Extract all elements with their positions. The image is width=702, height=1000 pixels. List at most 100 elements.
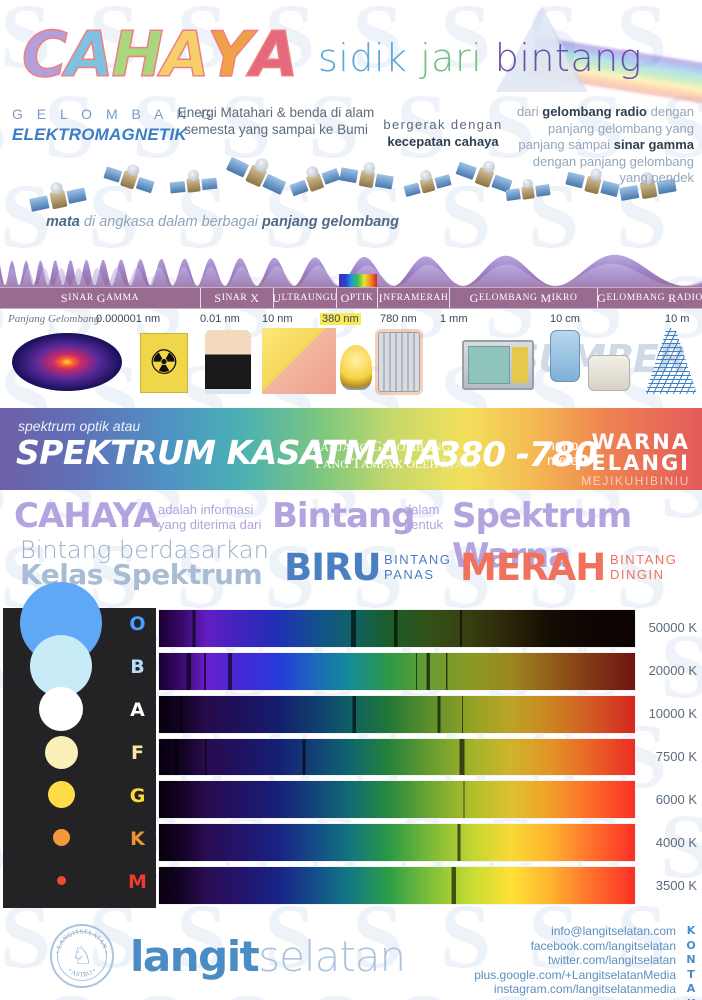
temperature-label-m: 3500 K: [655, 877, 697, 893]
satellite-solar-panel: [225, 156, 250, 179]
stmt-bintang-panas: BINTANG PANAS: [384, 552, 451, 582]
brand-langit: langit: [130, 932, 260, 981]
xray-scan-person-icon: [205, 330, 251, 394]
brand-wordmark[interactable]: langitselatan: [130, 936, 406, 978]
subtitle-part-1: jari: [420, 36, 495, 80]
title-letter-3: A: [161, 18, 210, 91]
pg-l1-b: ANJANG: [320, 440, 372, 454]
panjang-gelombang-word: panjang gelombang: [262, 214, 399, 230]
satellite-icon: [223, 150, 290, 202]
kontak-letter: O: [686, 938, 696, 952]
prism-graphic: [472, 0, 702, 110]
kecepatan-cahaya-text: kecepatan cahaya: [387, 134, 499, 149]
bintang-panas-l2: PANAS: [384, 567, 435, 582]
satellite-icon: [28, 180, 90, 218]
satellite-icon: [402, 168, 454, 202]
spectral-class-letter-b: B: [130, 656, 145, 679]
em-band-sinar-gamma[interactable]: S INAR G AMMA: [0, 288, 201, 308]
contact-line-1[interactable]: facebook.com/langitselatan: [530, 938, 676, 953]
electromagnetic-wave-svg: [0, 254, 702, 288]
em-band-ultraungu[interactable]: U LTRAUNGU: [272, 288, 337, 308]
stmt-dalam-bentuk: dalam bentuk: [404, 502, 443, 532]
radio-receiver-icon: [588, 355, 630, 391]
mata-word: mata: [46, 214, 80, 230]
dari-text: dari: [516, 104, 543, 119]
gelombang-label-line2: ELEKTROMAGNETIK: [12, 125, 187, 144]
pg-l2-c: T: [351, 456, 362, 472]
bintang-dingin-l2: DINGIN: [610, 567, 665, 582]
warna-pelangi-label: WARNA PELANGI: [574, 432, 690, 474]
contact-line-4[interactable]: instagram.com/langitselatanmedia: [493, 982, 676, 996]
pg-l2-e: M: [441, 456, 455, 472]
seal-text-svg: • LANGITSELATAN • • ASTRO •: [55, 928, 110, 979]
statement-block: CAHAYA adalah informasi yang diterima da…: [0, 492, 702, 604]
spectrum-strip-m: [158, 866, 636, 905]
wavelength-unit: nano meter: [547, 438, 583, 468]
title-letter-4: Y: [207, 18, 253, 91]
em-band-inframerah[interactable]: I NFRAMERAH: [378, 288, 450, 308]
contact-line-0[interactable]: info@langitselatan.com: [551, 924, 676, 938]
pg-l1-d: ELOMBANG: [382, 440, 451, 454]
satellite-solar-panel: [403, 182, 422, 197]
langitselatan-seal-icon: ♘ • LANGITSELATAN • • ASTRO •: [50, 924, 114, 988]
satellite-icon: [169, 169, 219, 199]
star-b: [30, 635, 92, 698]
satellite-solar-panel: [433, 173, 452, 189]
contact-line-2[interactable]: twitter.com/langitselatan: [547, 953, 676, 967]
stmt-bintang-dingin: BINTANG DINGIN: [610, 552, 677, 582]
temperature-label-a: 10000 K: [648, 706, 697, 722]
microwave-keypad: [511, 347, 528, 383]
visible-spectrum-band: spektrum optik atau SPEKTRUM KASATMATA P…: [0, 408, 702, 490]
star-size-column: [3, 582, 119, 908]
spectrum-strip-b: [158, 651, 636, 691]
spectral-class-letter-m: M: [128, 870, 147, 893]
satellite-solar-panel: [339, 167, 359, 184]
visible-spectrum-swatch: [339, 274, 377, 287]
satellite-solar-panel: [66, 187, 88, 205]
em-band-sinar-x[interactable]: S INAR X: [201, 288, 274, 308]
temperature-label-k: 4000 K: [655, 834, 697, 850]
radio-tower-icon: [645, 328, 697, 394]
spectral-class-letter-g: G: [129, 784, 146, 807]
prism-inner-icon: [508, 16, 580, 84]
spectral-class-letter-k: K: [130, 827, 145, 850]
satellite-solar-panel: [201, 177, 218, 191]
satellite-solar-panel: [619, 184, 640, 202]
satellite-dish: [187, 169, 200, 182]
temperature-column: 50000 K 20000 K 10000 K 7500 K 6000 K 4000 K 3…: [639, 608, 699, 908]
kontak-letter: T: [687, 967, 695, 981]
stmt-biru: BIRU: [284, 546, 382, 589]
temperature-label-b: 20000 K: [648, 663, 697, 679]
title-letter-5: A: [250, 18, 299, 91]
wavelength-value-5: 1 mm: [440, 313, 468, 325]
subtitle-part-0: sidik: [318, 36, 421, 80]
source-icon-row: ☢: [0, 328, 702, 404]
contact-line-3[interactable]: plus.google.com/+LangitselatanMedia: [474, 967, 676, 982]
adalah-line1: adalah informasi: [158, 502, 254, 517]
trefoil-glyph: ☢: [148, 344, 180, 382]
bintang-dingin-l1: BINTANG: [610, 552, 678, 567]
spectrum-strip-a: [158, 694, 636, 734]
contact-list: info@langitselatan.com facebook.com/langi…: [474, 924, 676, 997]
page-subtitle: sidik jari bintang: [318, 38, 642, 78]
satellite-solar-panel: [29, 195, 51, 213]
temperature-label-f: 7500 K: [655, 749, 697, 764]
em-band-gelombang-mikro[interactable]: G ELOMBANG M IKRO: [450, 288, 598, 308]
di-angkasa-word: di angkasa dalam berbagai: [79, 214, 263, 230]
svg-text:• ASTRO •: • ASTRO •: [66, 967, 97, 979]
spectrum-strip-g: [158, 780, 636, 820]
satellite-solar-panel: [455, 161, 478, 181]
satellite-solar-panel: [505, 188, 522, 201]
mejikuhibiniu-label: MEJIKUHIBINIU: [581, 474, 690, 488]
seal-inner-ring: [57, 931, 107, 981]
em-band-gelombang-radio[interactable]: G ELOMBANG R ADIO: [597, 290, 702, 305]
spektrum-optik-label: spektrum optik atau: [18, 418, 141, 434]
sinar-gamma-text: sinar gamma: [613, 137, 694, 152]
gamma-ray-sky-map-icon: [12, 333, 122, 391]
em-band-optik[interactable]: O PTIK: [337, 288, 378, 308]
stmt-bintang-berdasarkan: Bintang berdasarkan: [20, 536, 269, 564]
star-f: [44, 735, 78, 769]
svg-text:• LANGITSELATAN •: • LANGITSELATAN •: [55, 928, 110, 954]
wavelength-value-3: 380 nm: [320, 313, 361, 325]
